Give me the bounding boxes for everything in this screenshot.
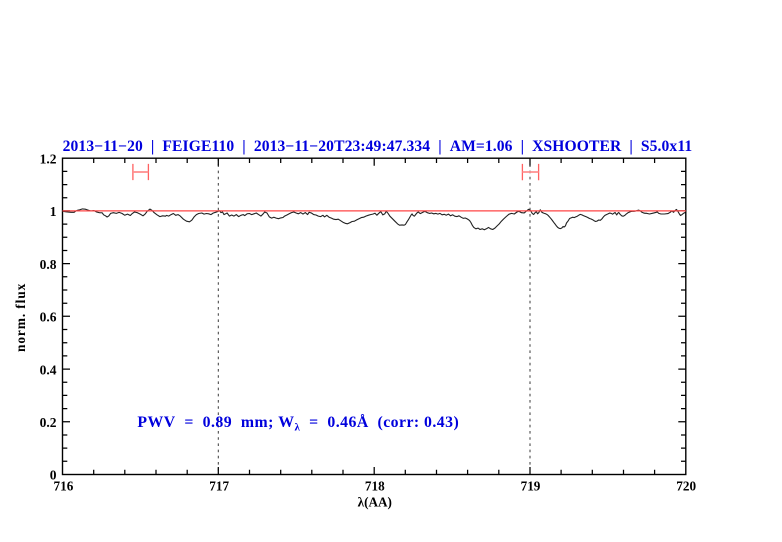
- svg-text:718: 718: [365, 479, 385, 494]
- svg-text:717: 717: [209, 479, 229, 494]
- svg-text:0.2: 0.2: [40, 415, 57, 430]
- svg-text:1.2: 1.2: [40, 151, 57, 166]
- svg-text:norm. flux: norm. flux: [13, 283, 28, 352]
- svg-text:PWV = 0.89 mm; Wλ = 0.46Å: PWV = 0.89 mm; Wλ = 0.46Å (corr: 0.43): [137, 413, 459, 434]
- svg-text:0.4: 0.4: [40, 362, 57, 377]
- svg-text:720: 720: [676, 479, 696, 494]
- svg-text:719: 719: [521, 479, 541, 494]
- svg-text:0.8: 0.8: [40, 257, 57, 272]
- svg-text:2013−11−20 | FEIGE110 | 20: 2013−11−20 | FEIGE110 | 2013−11−20T23:49…: [63, 138, 693, 155]
- svg-text:1: 1: [50, 204, 57, 219]
- svg-text:λ(AA): λ(AA): [358, 495, 392, 510]
- svg-text:0.6: 0.6: [40, 310, 57, 325]
- svg-text:716: 716: [54, 479, 74, 494]
- svg-text:0: 0: [50, 468, 57, 483]
